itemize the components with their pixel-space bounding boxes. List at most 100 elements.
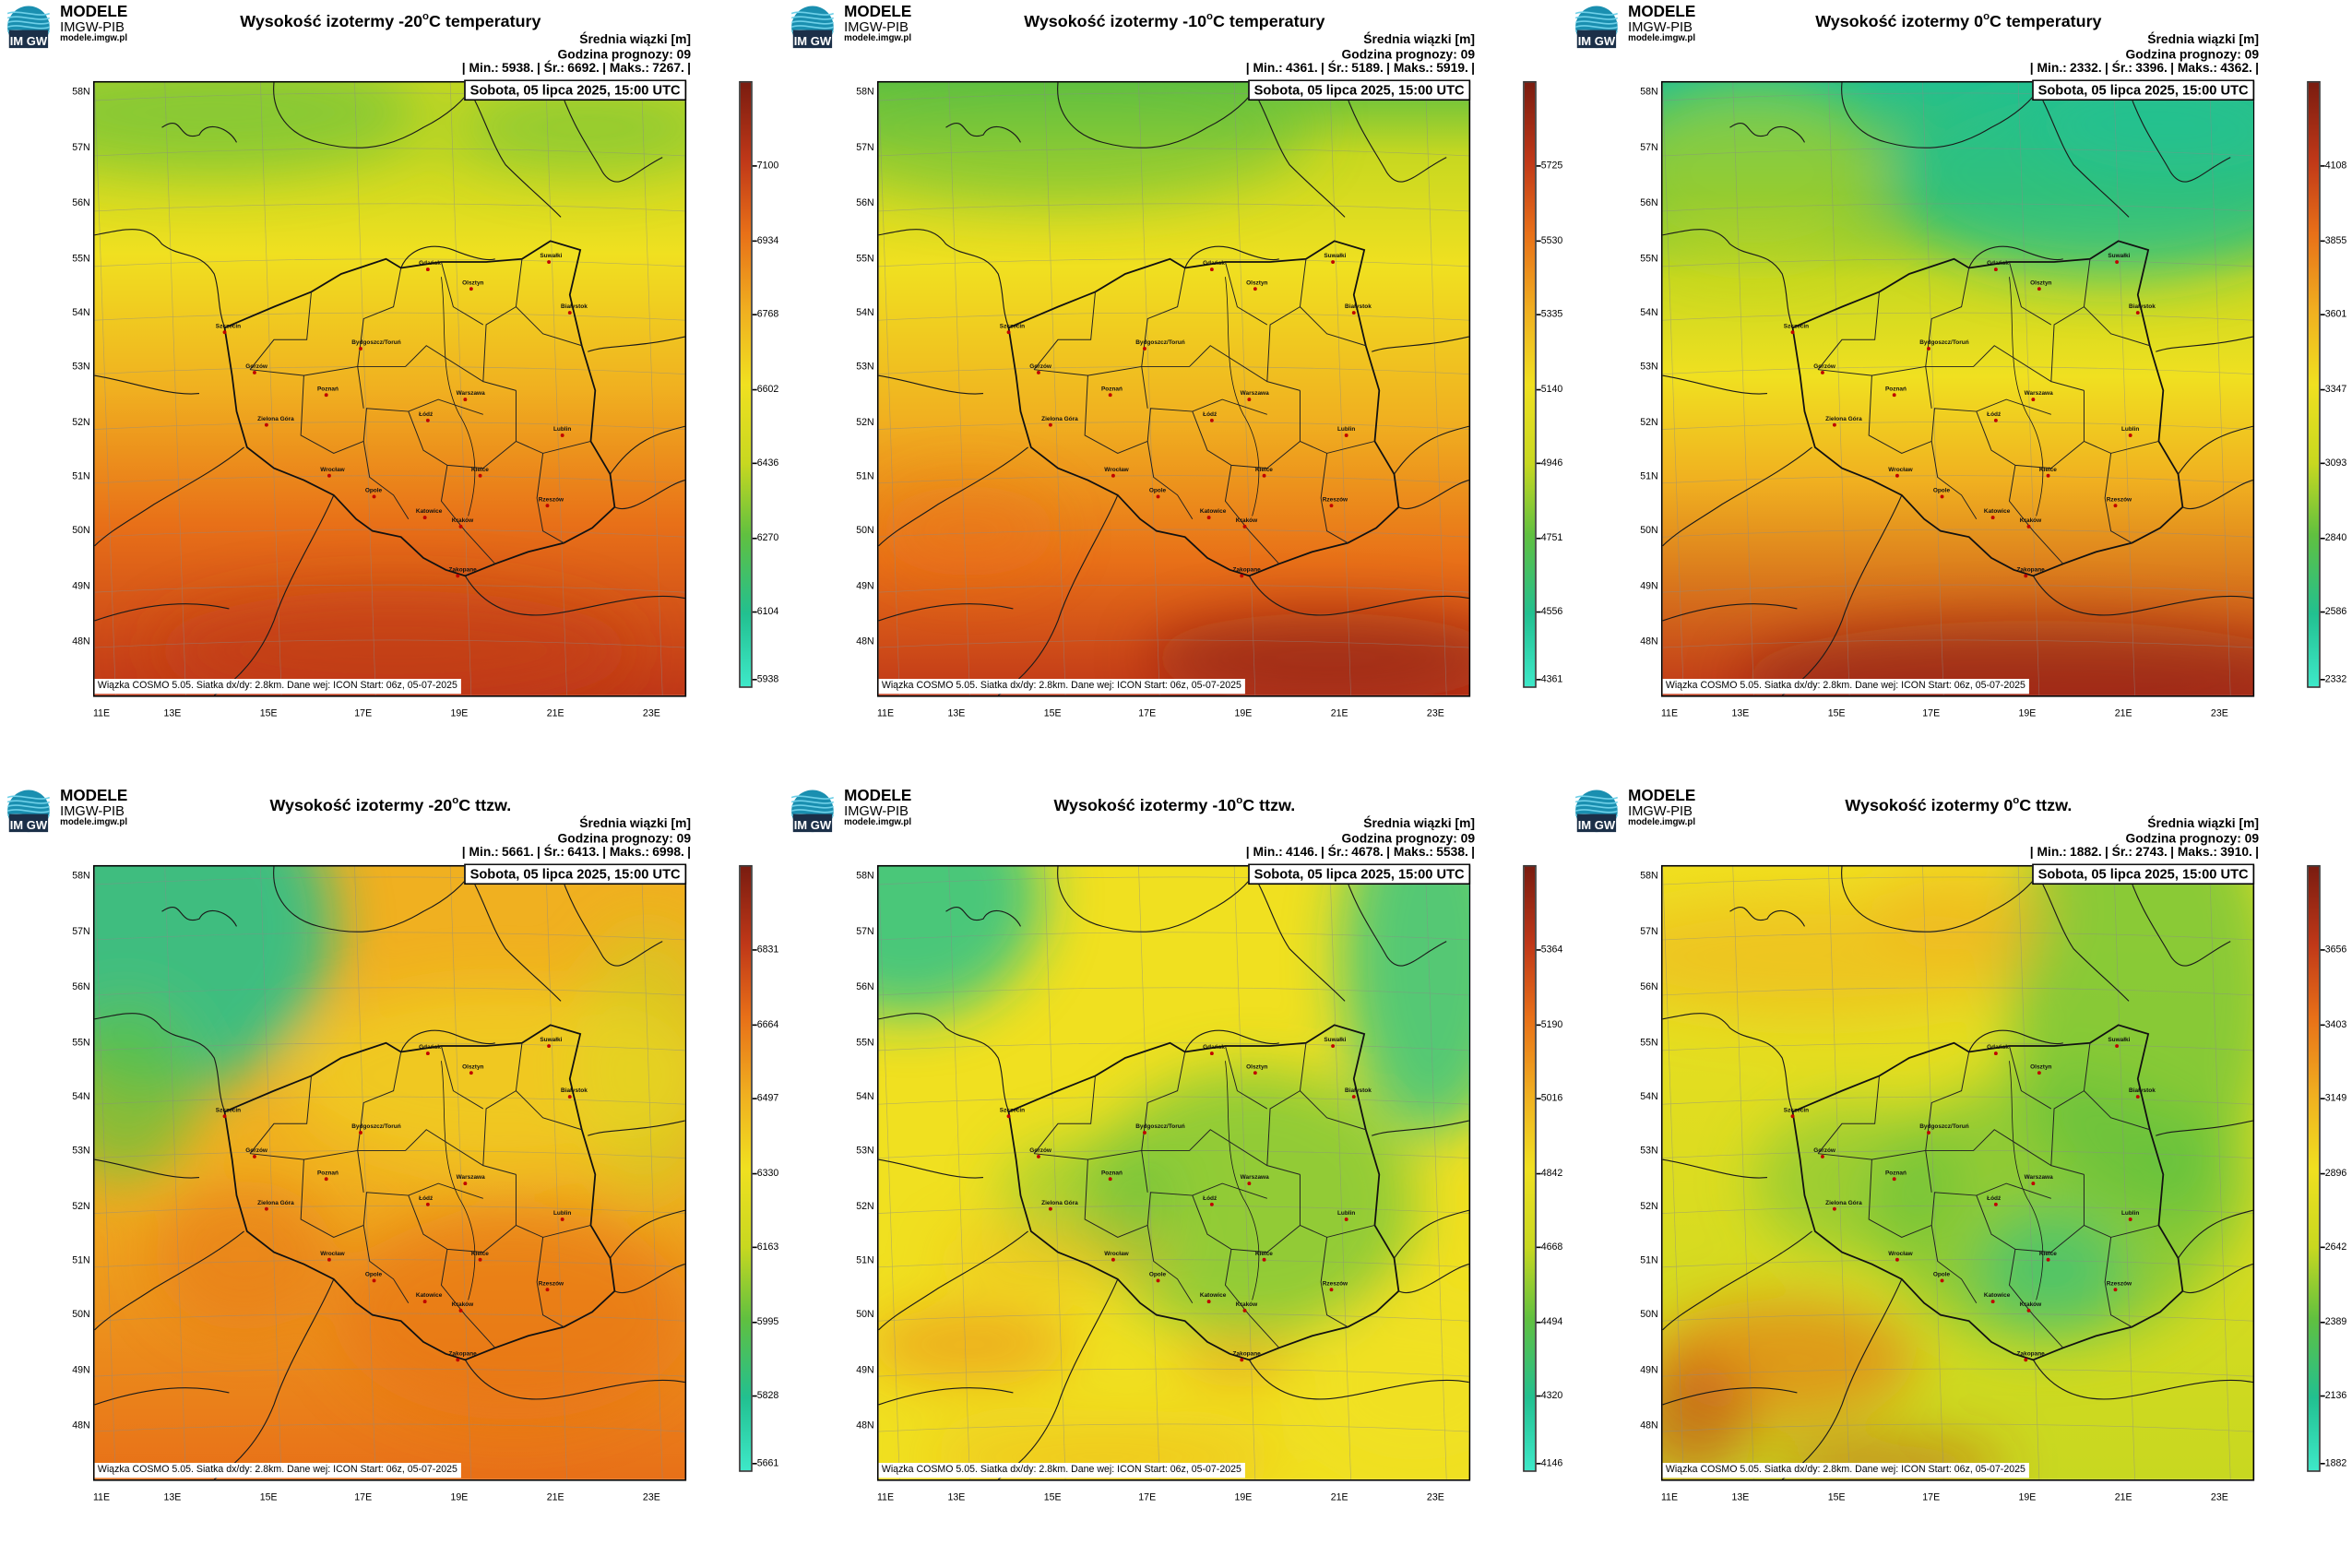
meridian-line <box>948 82 970 695</box>
field-blob <box>94 1001 199 1181</box>
city-label: Warszawa <box>457 1174 485 1181</box>
city-marker <box>1927 1131 1930 1134</box>
isotherm-map[interactable]: Gdańsk Olsztyn Suwałki Szczecin Białystok Byd… <box>876 80 1471 697</box>
city-label: Poznań <box>1885 1170 1907 1176</box>
title-main: Wysokość izotermy 0 <box>1815 13 1984 31</box>
city-label: Zielona Góra <box>1825 416 1862 422</box>
brand-name: MODELE <box>1628 787 1696 805</box>
city-marker <box>1993 1202 1998 1206</box>
brand-url[interactable]: modele.imgw.pl <box>1628 819 1696 828</box>
isotherm-map[interactable]: Gdańsk Olsztyn Suwałki Szczecin Białystok Byd… <box>1660 864 2255 1481</box>
meridian-line <box>2209 866 2231 1479</box>
parallel-line <box>878 1423 1469 1432</box>
city-label: Łódź <box>419 1195 433 1202</box>
stats-item: 4678. <box>1351 844 1384 860</box>
coast-line <box>94 603 230 622</box>
colorbar-tick-label: 2332 <box>2324 674 2347 685</box>
longitude-label: 15E <box>259 1492 278 1503</box>
model-footer: Wiązka COSMO 5.05. Siatka dx/dy: 2.8km. … <box>878 679 1245 695</box>
colorbar-tick <box>1536 1246 1541 1249</box>
colorbar-tick-label: 4556 <box>1540 606 1563 618</box>
stats-line: | Min.: 5938. | Śr.: 6692. | Maks.: 7267. | <box>459 61 691 76</box>
brand-url[interactable]: modele.imgw.pl <box>60 819 128 828</box>
field-blob <box>878 866 1043 1016</box>
stats-item: | Śr.: <box>536 844 565 860</box>
colorbar-tick <box>752 239 757 242</box>
longitude-label: 23E <box>2210 708 2228 719</box>
longitude-label: 23E <box>1426 708 1444 719</box>
longitude-label: 15E <box>1043 708 1062 719</box>
colorbar-tick-label: 6664 <box>756 1018 779 1030</box>
colorbar-tick <box>752 537 757 539</box>
longitude-label: 19E <box>1234 708 1253 719</box>
city-marker <box>2046 473 2050 478</box>
city-marker <box>2113 504 2118 508</box>
brand-url[interactable]: modele.imgw.pl <box>60 35 128 44</box>
coast-line <box>1248 866 1346 1002</box>
logo-text: IM GW <box>10 818 48 832</box>
city-marker <box>2026 524 2031 529</box>
valid-time-box: Sobota, 05 lipca 2025, 15:00 UTC <box>1248 863 1471 885</box>
parallel-line <box>878 932 1469 941</box>
latitude-label: 51N <box>856 471 874 482</box>
latitude-label: 48N <box>1640 1420 1658 1431</box>
isotherm-map[interactable]: Gdańsk Olsztyn Suwałki Szczecin Białystok Byd… <box>92 864 687 1481</box>
coast-line <box>1248 576 1469 616</box>
city-label: Gdańsk <box>419 260 441 267</box>
colorbar-tick-label: 3601 <box>2324 309 2347 320</box>
brand-org: IMGW-PIB <box>1628 19 1693 35</box>
brand-block: MODELE IMGW-PIB modele.imgw.pl <box>844 4 912 45</box>
city-label: Katowice <box>1200 1292 1227 1299</box>
longitude-label: 23E <box>1426 1492 1444 1503</box>
parallel-line <box>94 529 685 538</box>
coast-line <box>1662 603 1798 622</box>
province-line <box>1817 291 1880 370</box>
avg-label: Średnia wiązki [m] <box>1363 31 1476 47</box>
colorbar-tick-label: 6497 <box>756 1093 779 1104</box>
province-line <box>1925 1051 1970 1151</box>
meridian-line <box>545 82 567 695</box>
brand-url[interactable]: modele.imgw.pl <box>844 819 912 828</box>
province-line <box>482 1042 523 1166</box>
title-degree: o <box>452 796 459 807</box>
city-label: Łódź <box>1203 411 1217 418</box>
colorbar-tick <box>752 1023 757 1026</box>
isotherm-map[interactable]: Gdańsk Olsztyn Suwałki Szczecin Białystok Byd… <box>1660 80 2255 697</box>
city-marker <box>1209 267 1214 272</box>
coast-line <box>614 1264 685 1294</box>
city-label: Poznań <box>317 386 339 392</box>
coast-line <box>878 603 1014 622</box>
parallel-line <box>1662 1368 2253 1377</box>
latitude-label: 58N <box>1640 871 1658 882</box>
latitude-label: 57N <box>72 142 90 154</box>
title-unit: C ttzw. <box>2019 797 2073 815</box>
valid-time-box: Sobota, 05 lipca 2025, 15:00 UTC <box>464 79 687 101</box>
city-marker <box>547 260 552 264</box>
city-marker <box>1143 347 1146 350</box>
isotherm-map[interactable]: Gdańsk Olsztyn Suwałki Szczecin Białystok Byd… <box>876 864 1471 1481</box>
colorbar-tick <box>1536 387 1541 390</box>
latitude-label: 55N <box>856 1038 874 1049</box>
isotherm-map[interactable]: Gdańsk Olsztyn Suwałki Szczecin Białystok Byd… <box>92 80 687 697</box>
city-label: Łódź <box>1987 411 2001 418</box>
coast-line <box>1662 374 1768 395</box>
city-label: Opole <box>1149 1272 1167 1278</box>
colorbar-tick <box>1536 1321 1541 1323</box>
city-label: Zakopane <box>449 566 478 573</box>
field-blob <box>878 82 1313 203</box>
coast-line <box>557 82 663 183</box>
longitude-label: 23E <box>2210 1492 2228 1503</box>
city-marker <box>1036 370 1040 374</box>
brand-url[interactable]: modele.imgw.pl <box>844 35 912 44</box>
city-marker <box>425 267 430 272</box>
city-marker <box>458 1308 463 1313</box>
province-line <box>440 1045 484 1110</box>
longitude-label: 17E <box>1922 1492 1941 1503</box>
colorbar-tick-label: 6602 <box>756 384 779 395</box>
brand-url[interactable]: modele.imgw.pl <box>1628 35 1696 44</box>
title-main: Wysokość izotermy -10 <box>1024 13 1207 31</box>
city-marker <box>2024 574 2028 578</box>
province-line <box>1930 441 1978 519</box>
province-line <box>1266 258 1307 382</box>
stats-item: | Min.: <box>1245 60 1283 76</box>
